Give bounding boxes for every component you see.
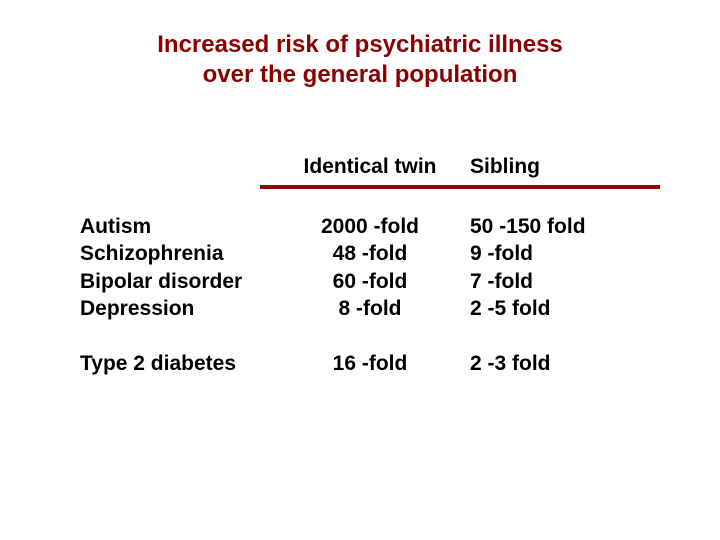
- title-line-1: Increased risk of psychiatric illness: [157, 31, 563, 58]
- sibling-cell: 2 -5 fold: [460, 295, 640, 322]
- condition-cell: Type 2 diabetes: [80, 352, 280, 376]
- sibling-cell: 9 -fold: [460, 240, 640, 267]
- table-row: Autism 2000 -fold 50 -150 fold: [80, 213, 640, 240]
- psychiatric-group: Autism 2000 -fold 50 -150 fold Schizophr…: [80, 213, 640, 322]
- table-row: Type 2 diabetes 16 -fold 2 -3 fold: [80, 352, 640, 376]
- header-sibling: Sibling: [460, 155, 640, 179]
- twin-cell: 60 -fold: [280, 268, 460, 295]
- twin-cell: 16 -fold: [280, 352, 460, 376]
- table-row: Depression 8 -fold 2 -5 fold: [80, 295, 640, 322]
- title-line-2: over the general population: [203, 61, 518, 88]
- twin-cell: 2000 -fold: [280, 213, 460, 240]
- header-blank: [80, 155, 280, 179]
- sibling-cell: 7 -fold: [460, 268, 640, 295]
- header-rule: [260, 185, 660, 189]
- slide: Increased risk of psychiatric illness ov…: [0, 0, 720, 540]
- twin-cell: 8 -fold: [280, 295, 460, 322]
- sibling-cell: 50 -150 fold: [460, 213, 640, 240]
- table-row: Schizophrenia 48 -fold 9 -fold: [80, 240, 640, 267]
- risk-table: Identical twin Sibling Autism 2000 -fold…: [80, 155, 640, 376]
- condition-cell: Depression: [80, 295, 280, 322]
- condition-cell: Autism: [80, 213, 280, 240]
- table-row: Bipolar disorder 60 -fold 7 -fold: [80, 268, 640, 295]
- condition-cell: Bipolar disorder: [80, 268, 280, 295]
- metabolic-group: Type 2 diabetes 16 -fold 2 -3 fold: [80, 352, 640, 376]
- condition-cell: Schizophrenia: [80, 240, 280, 267]
- header-twin: Identical twin: [280, 155, 460, 179]
- slide-title: Increased risk of psychiatric illness ov…: [0, 30, 720, 90]
- twin-cell: 48 -fold: [280, 240, 460, 267]
- table-header-row: Identical twin Sibling: [80, 155, 640, 179]
- sibling-cell: 2 -3 fold: [460, 352, 640, 376]
